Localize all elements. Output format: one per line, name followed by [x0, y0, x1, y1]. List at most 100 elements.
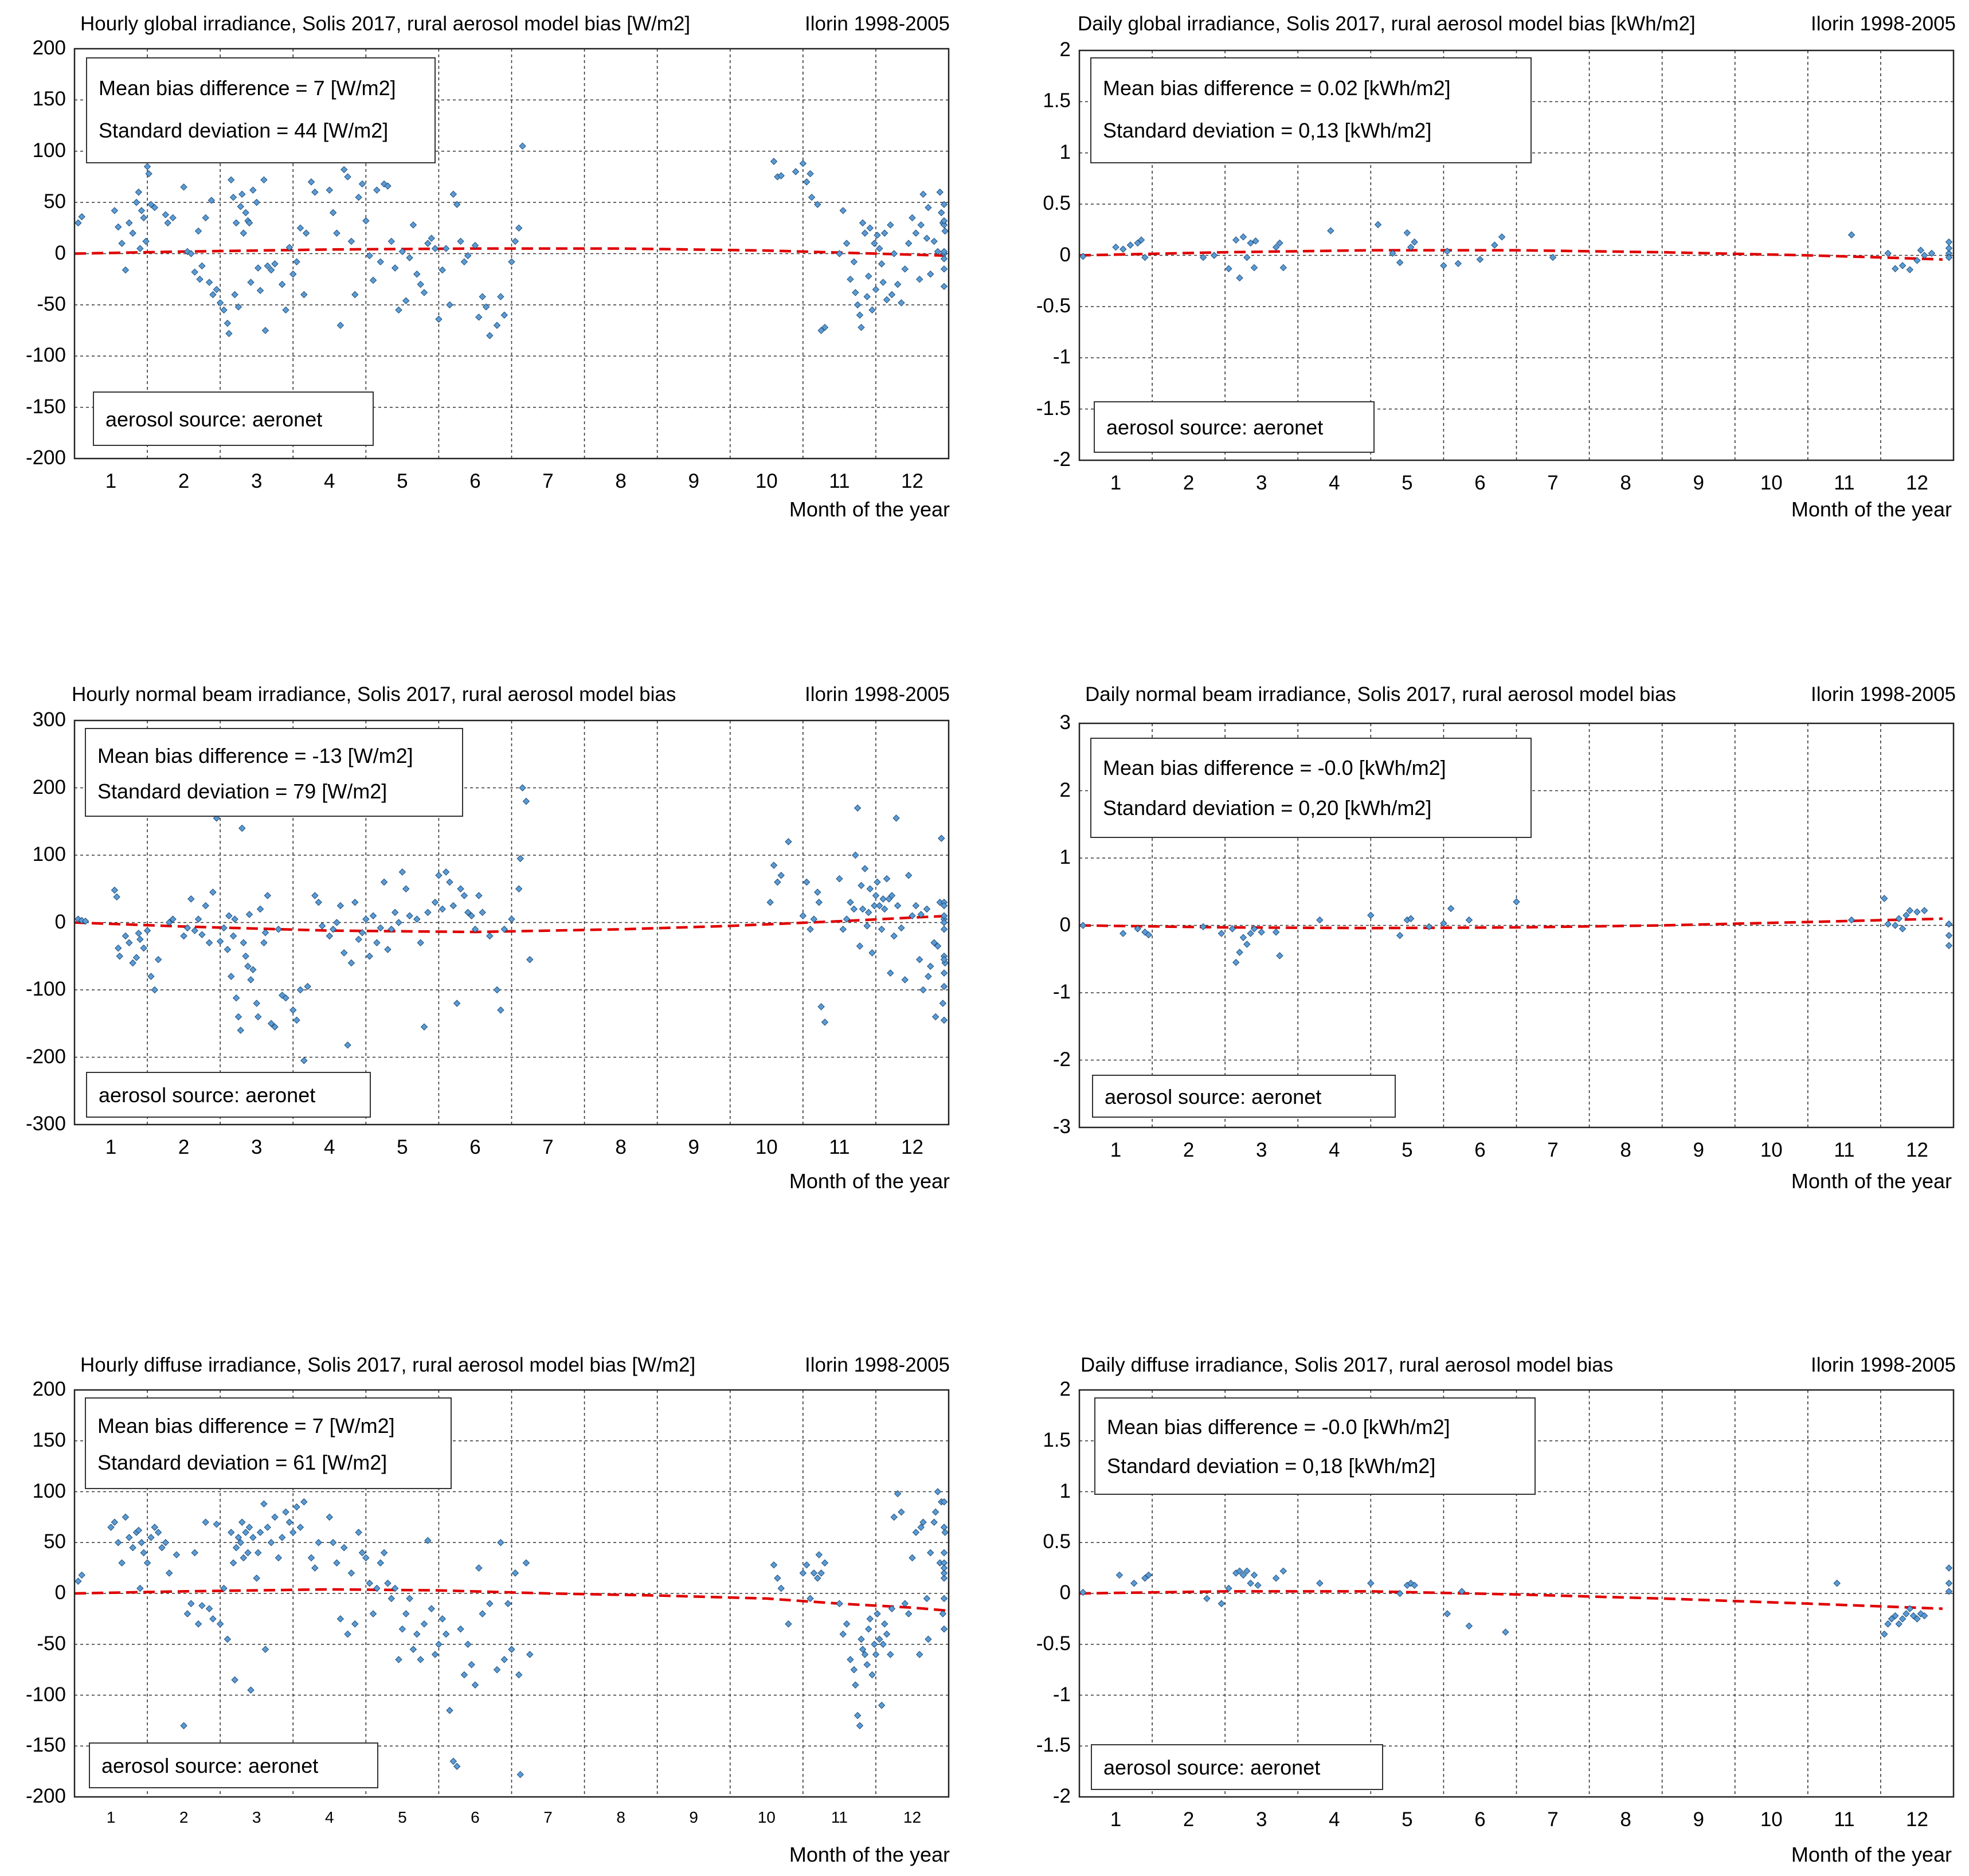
data-point	[909, 1554, 916, 1562]
data-point	[1945, 1564, 1953, 1572]
aerosol-source-box: aerosol source: aeronet	[1094, 401, 1375, 453]
trend-line	[1079, 1590, 1943, 1610]
y-tick-label: 2	[1059, 1378, 1071, 1400]
data-point	[814, 1575, 821, 1582]
data-point	[307, 1554, 315, 1562]
y-tick-label: 100	[32, 1479, 66, 1502]
x-tick-label: 6	[469, 470, 481, 492]
data-point	[915, 275, 923, 283]
data-point	[1465, 916, 1473, 924]
data-point	[803, 178, 811, 186]
data-point	[145, 170, 152, 178]
chart-title: Hourly normal beam irradiance, Solis 201…	[72, 683, 676, 706]
data-point	[302, 229, 310, 237]
data-point	[774, 173, 781, 181]
data-point	[821, 1019, 829, 1026]
data-point	[253, 1000, 260, 1007]
std-dev-text: Standard deviation = 79 [W/m2]	[97, 780, 387, 803]
data-point	[883, 1630, 891, 1638]
data-point	[224, 946, 232, 953]
data-point	[355, 935, 362, 943]
data-point	[457, 1625, 464, 1633]
data-point	[1272, 1575, 1280, 1582]
data-point	[850, 1666, 858, 1674]
data-point	[810, 1569, 818, 1577]
data-point	[940, 1549, 948, 1557]
x-tick-label: 4	[1329, 1139, 1340, 1161]
data-point	[369, 276, 377, 284]
x-tick-label: 6	[469, 1136, 481, 1158]
data-point	[878, 260, 886, 268]
data-point	[847, 1656, 854, 1663]
data-point	[1906, 266, 1913, 273]
data-point	[810, 915, 818, 923]
x-tick-label: 1	[105, 1136, 117, 1158]
data-point	[244, 962, 252, 970]
data-point	[275, 1554, 283, 1562]
x-tick-label: 7	[1547, 1808, 1559, 1831]
data-point	[366, 252, 373, 260]
data-point	[839, 1630, 847, 1638]
data-point	[435, 872, 443, 879]
data-point	[522, 797, 530, 805]
y-tick-label: 200	[32, 37, 66, 59]
data-point	[420, 289, 428, 296]
data-point	[1407, 1580, 1415, 1587]
data-point	[1126, 241, 1134, 249]
data-point	[213, 1521, 221, 1528]
data-point	[880, 229, 888, 237]
data-point	[1218, 1600, 1226, 1607]
data-point	[1374, 221, 1382, 229]
mean-bias-text: Mean bias difference = 0.02 [kWh/m2]	[1103, 76, 1451, 100]
data-point	[428, 234, 435, 242]
data-point	[890, 1513, 898, 1521]
trend-line	[74, 1588, 949, 1612]
data-point	[435, 1640, 443, 1648]
data-point	[777, 1584, 785, 1592]
data-point	[245, 1523, 253, 1531]
data-point	[1225, 265, 1232, 272]
data-point	[1913, 257, 1921, 264]
y-tick-label: 0	[54, 910, 66, 933]
data-point	[1458, 1588, 1466, 1595]
data-point	[1920, 252, 1928, 259]
data-point	[336, 1615, 345, 1623]
data-point	[187, 1600, 195, 1607]
data-point	[391, 1584, 399, 1592]
y-tick-label: 1.5	[1043, 1428, 1071, 1451]
y-tick-label: 0	[54, 241, 66, 264]
data-point	[792, 168, 800, 175]
data-point	[1945, 253, 1953, 261]
data-point	[329, 209, 337, 217]
mean-bias-text: Mean bias difference = 7 [W/m2]	[97, 1414, 395, 1438]
data-point	[858, 1635, 865, 1643]
data-point	[260, 176, 268, 184]
data-point	[282, 1508, 289, 1516]
data-point	[267, 1539, 275, 1546]
data-point	[774, 1575, 781, 1582]
data-point	[799, 1569, 807, 1577]
data-point	[402, 1610, 410, 1617]
data-point	[358, 929, 366, 937]
data-point	[333, 229, 340, 237]
data-point	[380, 180, 388, 188]
x-tick-label: 9	[1693, 1139, 1704, 1161]
data-point	[162, 211, 170, 218]
data-point	[1396, 1589, 1404, 1597]
data-point	[885, 895, 892, 903]
x-tick-label: 9	[1693, 1808, 1704, 1831]
data-point	[770, 1561, 778, 1569]
x-tick-label: 12	[901, 470, 923, 492]
mean-bias-text: Mean bias difference = -0.0 [kWh/m2]	[1103, 756, 1446, 780]
data-point	[242, 953, 249, 960]
x-tick-label: 1	[105, 470, 117, 492]
data-point	[516, 1771, 524, 1779]
data-point	[424, 908, 432, 917]
data-point	[1403, 1581, 1411, 1589]
data-point	[468, 912, 475, 919]
data-point	[366, 953, 373, 960]
data-point	[231, 1676, 238, 1684]
trend-line	[1079, 249, 1943, 261]
data-point	[1243, 253, 1251, 261]
aerosol-source-text: aerosol source: aeronet	[99, 1083, 316, 1107]
